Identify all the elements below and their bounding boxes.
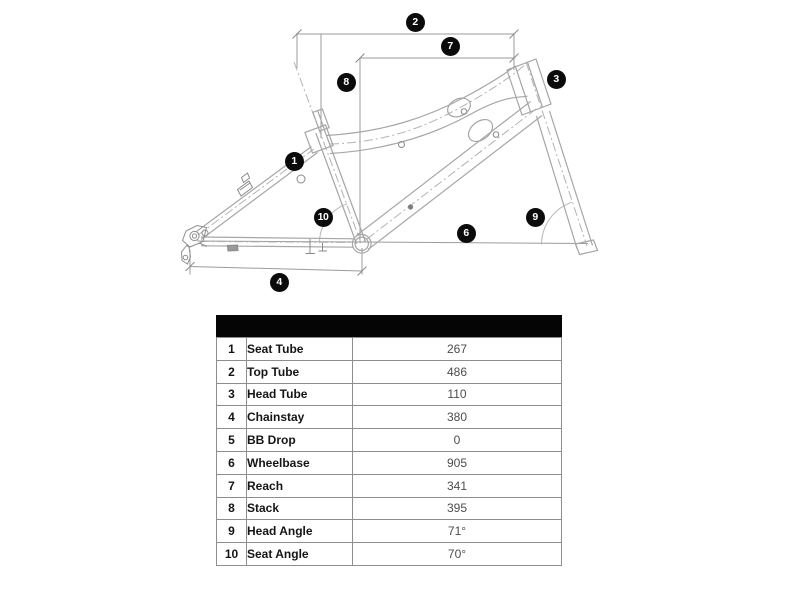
table-row-4: 4 Chainstay 380 [216,405,562,430]
table-row-7: 7 Reach 341 [216,473,562,498]
table-row-3: 3 Head Tube 110 [216,382,562,407]
row-number: 4 [216,405,247,430]
row-number: 5 [216,428,247,452]
row-number: 6 [216,450,247,475]
measurement-value: 395 [352,496,562,521]
measurement-label: Seat Tube [246,337,353,361]
rear-dropout [180,224,209,265]
measurement-label: Reach [246,473,353,498]
frame-diagram: 1 2 3 4 6 7 8 9 10 [180,12,599,292]
table-header-bar [216,315,562,337]
measurement-value: 110 [352,382,562,407]
dimension-ticks [185,29,519,276]
measurement-value: 70° [352,542,562,566]
callout-badge-2: 2 [405,12,425,32]
bottom-bracket [351,233,372,254]
geometry-table: 1 Seat Tube 267 2 Top Tube 486 3 Head Tube 110 4 C… [216,315,562,566]
row-number: 9 [216,519,247,544]
measurement-label: Stack [246,496,353,521]
row-number: 1 [216,337,247,361]
small-fittings [226,108,500,254]
callout-badge-6: 6 [456,223,476,243]
row-number: 8 [216,496,247,521]
callout-badge-4: 4 [269,272,289,292]
measurement-label: BB Drop [246,428,353,452]
callout-badge-1: 1 [284,151,304,171]
fork-blade [535,115,578,249]
callout-badge-8: 8 [336,72,356,92]
table-row-2: 2 Top Tube 486 [216,359,562,384]
table-row-5: 5 BB Drop 0 [216,428,562,452]
row-number: 3 [216,382,247,407]
table-row-9: 9 Head Angle 71° [216,519,562,544]
geometry-table-body: 1 Seat Tube 267 2 Top Tube 486 3 Head Tube 110 4 C… [216,337,562,566]
measurement-label: Top Tube [246,359,353,384]
measurement-value: 486 [352,359,562,384]
geometry-spec-table: 1 Seat Tube 267 2 Top Tube 486 3 Head Tube 110 4 C… [216,337,562,566]
bike-frame-drawing [180,29,599,276]
measurement-label: Head Tube [246,382,353,407]
row-number: 2 [216,359,247,384]
measurement-value: 267 [352,337,562,361]
measurement-label: Chainstay [246,405,353,430]
callout-badge-9: 9 [525,207,545,227]
callout-badge-7: 7 [440,36,460,56]
row-number: 10 [216,542,247,566]
measurement-value: 0 [352,428,562,452]
measurement-value: 71° [352,519,562,544]
measurement-value: 905 [352,450,562,475]
row-number: 7 [216,473,247,498]
head-tube [506,58,552,116]
measurement-label: Wheelbase [246,450,353,475]
head-angle-arc [541,201,572,245]
table-row-6: 6 Wheelbase 905 [216,450,562,475]
measurement-value: 380 [352,405,562,430]
callout-badge-3: 3 [546,69,566,89]
center-axes [197,61,588,247]
table-row-10: 10 Seat Angle 70° [216,542,562,566]
measurement-value: 341 [352,473,562,498]
callout-badge-10: 10 [313,207,333,227]
table-row-8: 8 Stack 395 [216,496,562,521]
frame-tubes [196,58,599,256]
measurement-label: Head Angle [246,519,353,544]
table-row-1: 1 Seat Tube 267 [216,337,562,361]
measurement-label: Seat Angle [246,542,353,566]
